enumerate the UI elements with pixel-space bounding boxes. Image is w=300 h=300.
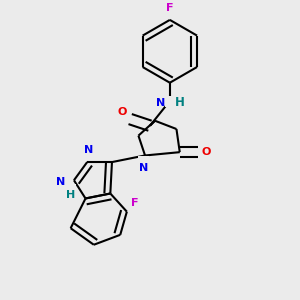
Text: H: H [66, 190, 75, 200]
Text: O: O [202, 147, 211, 157]
Text: N: N [139, 163, 148, 173]
Bar [198, 146, 210, 158]
Bar [59, 175, 72, 187]
Text: H: H [175, 96, 185, 109]
Text: N: N [84, 145, 94, 155]
Text: O: O [118, 107, 127, 117]
Text: N: N [156, 98, 165, 108]
Bar [65, 184, 76, 195]
Text: F: F [166, 3, 174, 13]
Bar [83, 148, 94, 160]
Bar [138, 156, 149, 167]
Bar [164, 96, 175, 107]
Bar [164, 4, 175, 15]
Bar [118, 111, 129, 122]
Bar [128, 202, 138, 214]
Text: F: F [131, 198, 138, 208]
Text: N: N [56, 177, 66, 187]
